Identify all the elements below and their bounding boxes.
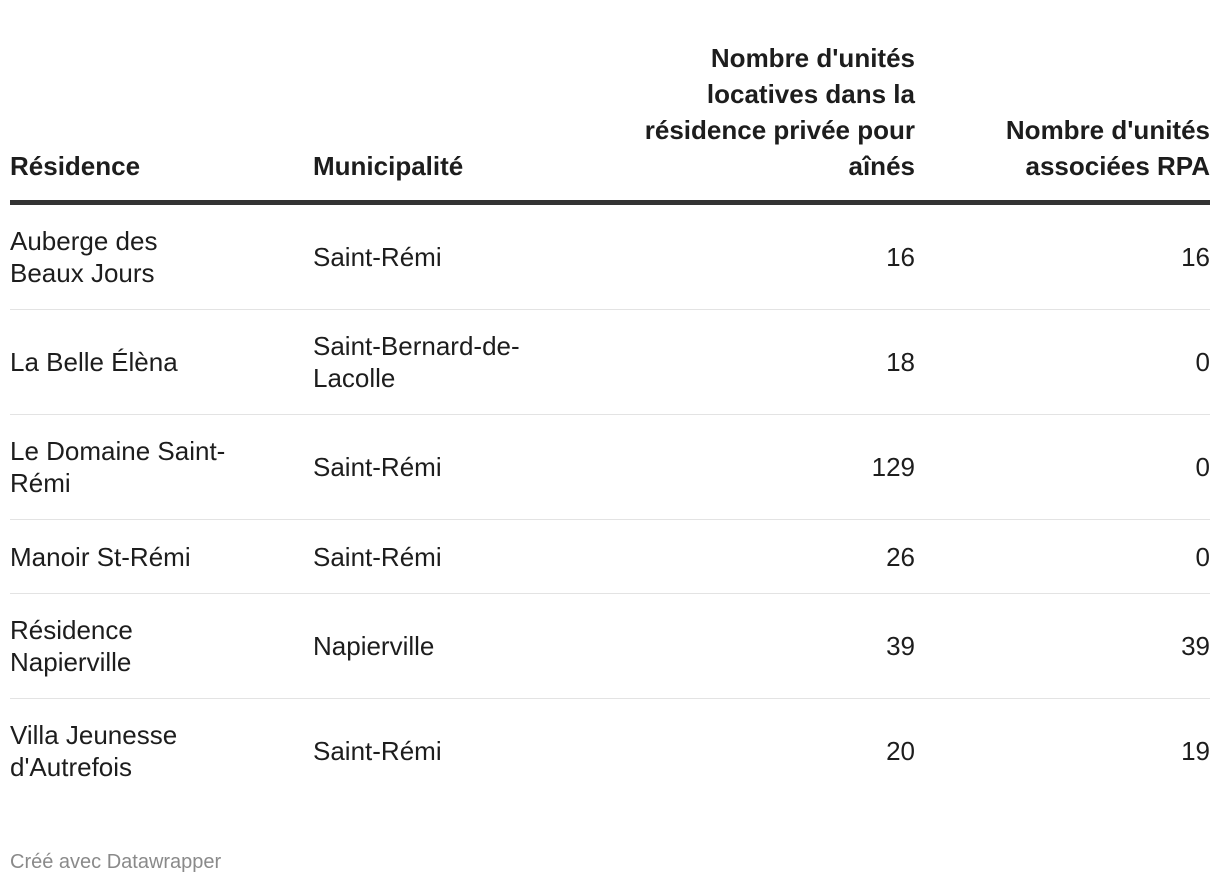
column-header-municipalite[interactable]: Municipalité (313, 40, 615, 205)
table-header-row: Résidence Municipalité Nombre d'unités l… (10, 40, 1210, 205)
cell-unites-rpa: 0 (915, 414, 1210, 520)
cell-unites-locatives: 20 (886, 736, 915, 767)
cell-unites-rpa: 39 (915, 593, 1210, 699)
cell-municipalite: Saint-Rémi (313, 519, 615, 594)
cell-residence: Auberge des Beaux Jours (10, 202, 313, 310)
cell-municipalite: Saint-Rémi (313, 414, 615, 520)
cell-municipalite: Saint-Rémi (313, 202, 615, 310)
cell-unites-rpa: 0 (915, 309, 1210, 415)
cell-residence: La Belle Élèna (10, 309, 313, 415)
table-row: Résidence Napierville Napierville 39 39 (10, 593, 1210, 699)
table-row: Le Domaine Saint-Rémi Saint-Rémi 129 0 (10, 414, 1210, 520)
cell-unites-locatives: 18 (615, 309, 915, 415)
cell-unites-locatives: 26 (615, 519, 915, 594)
cell-unites-rpa: 16 (915, 202, 1210, 310)
cell-residence: Villa Jeunesse d'Autrefois (10, 720, 178, 783)
cell-residence: Manoir St-Rémi (10, 519, 313, 594)
table-row: Manoir St-Rémi Saint-Rémi 26 0 (10, 519, 1210, 594)
column-header-unites-rpa[interactable]: Nombre d'unités associées RPA (915, 40, 1210, 205)
data-table: Résidence Municipalité Nombre d'unités l… (10, 40, 1210, 804)
cell-unites-rpa: 19 (1181, 736, 1210, 767)
table-row: Auberge des Beaux Jours Saint-Rémi 16 16 (10, 202, 1210, 310)
datawrapper-credit[interactable]: Créé avec Datawrapper (10, 851, 222, 873)
cell-municipalite: Saint-Bernard-de-Lacolle (313, 309, 615, 415)
cell-residence: Le Domaine Saint-Rémi (10, 414, 313, 520)
column-header-residence[interactable]: Résidence (10, 40, 313, 205)
cell-municipalite: Saint-Rémi (313, 736, 442, 767)
table-row: La Belle Élèna Saint-Bernard-de-Lacolle … (10, 309, 1210, 415)
cell-unites-rpa: 0 (915, 519, 1210, 594)
cell-municipalite: Napierville (313, 593, 615, 699)
cell-residence: Résidence Napierville (10, 593, 313, 699)
cell-unites-locatives: 129 (615, 414, 915, 520)
table-row: Villa Jeunesse d'Autrefois Saint-Rémi 20… (10, 699, 1210, 804)
cell-unites-locatives: 39 (615, 593, 915, 699)
cell-unites-locatives: 16 (615, 202, 915, 310)
column-header-unites-locatives[interactable]: Nombre d'unités locatives dans la réside… (615, 40, 915, 205)
data-table-container: Résidence Municipalité Nombre d'unités l… (10, 40, 1210, 804)
